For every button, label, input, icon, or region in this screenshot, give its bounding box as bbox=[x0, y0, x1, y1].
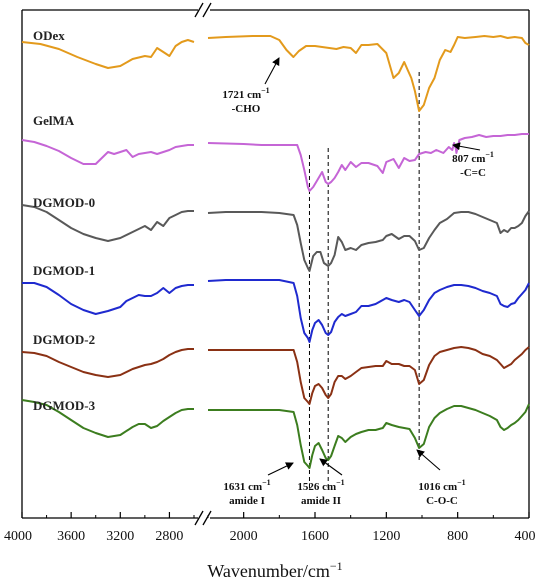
series-labels: ODex GelMA DGMOD-0 DGMOD-1 DGMOD-2 DGMOD-3 bbox=[33, 28, 96, 413]
annotation-label: amide II bbox=[301, 495, 341, 507]
annotation-arrow bbox=[264, 57, 280, 85]
series-label-dgmod-3: DGMOD-3 bbox=[33, 398, 96, 413]
annotation-label: amide I bbox=[229, 495, 265, 507]
x-tick-label: 400 bbox=[515, 529, 536, 544]
series-label-dgmod-1: DGMOD-1 bbox=[33, 263, 95, 278]
axis-break-mark bbox=[202, 2, 212, 18]
series-line-dgmod-2-right bbox=[208, 346, 530, 405]
series-line-odex-right bbox=[207, 35, 530, 112]
series-label-odex: ODex bbox=[33, 28, 65, 43]
x-tick-label: 1600 bbox=[301, 529, 329, 544]
x-tick-label: 2000 bbox=[230, 529, 258, 544]
plot-area bbox=[21, 35, 530, 469]
annotation-arrow bbox=[267, 462, 294, 476]
series-label-dgmod-0: DGMOD-0 bbox=[33, 195, 95, 210]
annotation-label: 1526 cm−1 bbox=[297, 478, 344, 493]
series-line-dgmod-1-left bbox=[22, 282, 194, 315]
annotation-label: 1721 cm−1 bbox=[222, 86, 269, 101]
axis-break-mark bbox=[194, 2, 204, 18]
annotation-label: 807 cm−1 bbox=[452, 150, 494, 165]
annotation-label: C-O-C bbox=[426, 495, 458, 507]
annotation-label: 1016 cm−1 bbox=[418, 478, 465, 493]
series-line-dgmod-0-right bbox=[207, 210, 530, 272]
x-tick-label: 2800 bbox=[155, 529, 183, 544]
series-line-odex-left bbox=[21, 39, 195, 69]
annotation-label: -C=C bbox=[460, 167, 486, 179]
annotation-label: 1631 cm−1 bbox=[223, 478, 270, 493]
series-line-dgmod-1-right bbox=[207, 279, 530, 343]
x-axis-title: Wavenumber/cm−1 bbox=[207, 559, 342, 581]
annotation-label: -CHO bbox=[232, 103, 261, 115]
reference-lines bbox=[308, 72, 420, 490]
series-line-dgmod-3-right bbox=[208, 403, 530, 469]
axis-break-mark bbox=[202, 510, 212, 526]
x-axis-ticks: 4000 3600 3200 2800 2000 1600 1200 800 400 bbox=[4, 512, 536, 544]
annotation-arrow bbox=[416, 449, 441, 471]
axes-frame bbox=[21, 2, 530, 526]
series-label-dgmod-2: DGMOD-2 bbox=[33, 332, 95, 347]
axis-break-mark bbox=[194, 510, 204, 526]
series-line-gelma-left bbox=[21, 139, 194, 165]
x-tick-label: 800 bbox=[447, 529, 468, 544]
x-tick-label: 1200 bbox=[372, 529, 400, 544]
annotation-arrow bbox=[319, 458, 343, 476]
x-tick-label: 4000 bbox=[4, 529, 32, 544]
series-line-dgmod-3-left bbox=[21, 399, 194, 438]
series-label-gelma: GelMA bbox=[33, 113, 75, 128]
series-line-dgmod-0-left bbox=[21, 204, 194, 242]
annotation-arrow bbox=[452, 142, 481, 151]
x-tick-label: 3200 bbox=[106, 529, 134, 544]
series-line-gelma-right bbox=[207, 133, 529, 192]
x-tick-label: 3600 bbox=[57, 529, 85, 544]
annotations: 1721 cm−1 -CHO 807 cm−1 -C=C 1631 cm−1 amide … bbox=[222, 57, 494, 507]
series-line-dgmod-2-left bbox=[21, 348, 194, 378]
